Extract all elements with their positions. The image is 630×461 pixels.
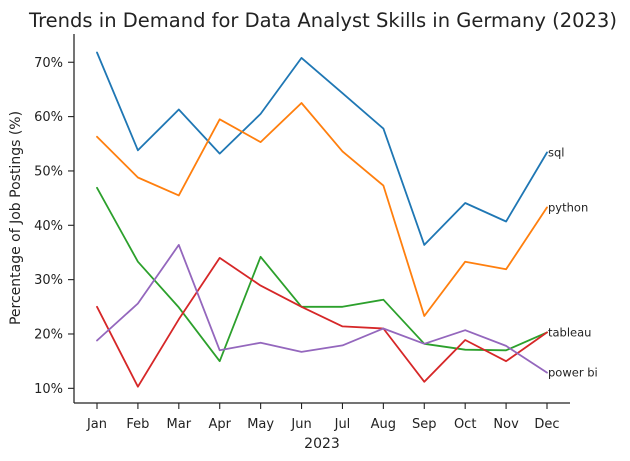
series-line-tableau — [96, 186, 548, 363]
x-tick-label: Jun — [290, 417, 311, 432]
series-label-sql: sql — [548, 145, 565, 159]
x-tick-label: May — [247, 417, 274, 432]
x-axis-ticks: Jan Feb Mar Apr May Jun Jul Aug Sep Oct Nov Dec — [86, 403, 560, 432]
x-tick-label: Jul — [334, 417, 351, 432]
x-tick-label: Oct — [454, 417, 476, 432]
y-axis-label: Percentage of Job Postings (%) — [8, 111, 24, 325]
plot-area: Jan Feb Mar Apr May Jun Jul Aug Sep Oct Nov Dec 10%… — [34, 34, 598, 432]
y-tick-label: 10% — [34, 382, 63, 397]
x-tick-label: Aug — [371, 417, 396, 432]
x-tick-label: Sep — [412, 417, 437, 432]
x-tick-label: Feb — [126, 417, 149, 432]
y-tick-label: 60% — [34, 110, 63, 125]
series-line-sql — [96, 51, 548, 246]
x-tick-label: Dec — [534, 417, 559, 432]
series-label-tableau: tableau — [548, 325, 591, 339]
y-tick-label: 30% — [34, 273, 63, 288]
chart-title: Trends in Demand for Data Analyst Skills… — [28, 9, 617, 32]
series-line-power-bi — [96, 243, 548, 374]
series-lines — [96, 51, 548, 388]
y-tick-label: 20% — [34, 327, 63, 342]
y-tick-label: 50% — [34, 164, 63, 179]
series-end-labels: sql python tableau power bi — [548, 145, 598, 379]
x-tick-label: Jan — [86, 417, 107, 432]
y-tick-label: 70% — [34, 56, 63, 71]
y-tick-label: 40% — [34, 219, 63, 234]
x-tick-label: Apr — [208, 417, 231, 432]
x-tick-label: Mar — [167, 417, 192, 432]
series-line-python — [96, 102, 548, 317]
series-label-power-bi: power bi — [548, 366, 598, 380]
x-tick-label: Nov — [493, 417, 519, 432]
series-label-python: python — [548, 200, 588, 214]
x-axis-label: 2023 — [304, 436, 340, 452]
y-axis-ticks: 10% 20% 30% 40% 50% 60% 70% — [34, 56, 74, 397]
series-line-series-3 — [96, 256, 548, 388]
